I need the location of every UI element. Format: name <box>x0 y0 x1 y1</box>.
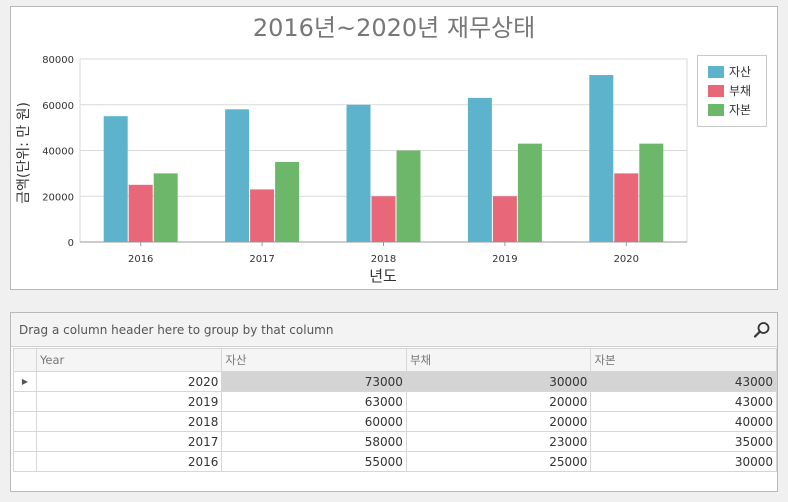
cell-debt[interactable]: 25000 <box>405 451 592 472</box>
legend-label-equity: 자본 <box>729 103 752 117</box>
cell-year[interactable]: 2018 <box>35 411 223 432</box>
cell-equity[interactable]: 43000 <box>590 371 777 392</box>
grid-table: Year 자산 부채 자본 ▶ 2020 73000 30000 43000 2… <box>13 348 777 472</box>
chart-legend: 자산 부채 자본 <box>697 55 767 127</box>
search-icon[interactable] <box>753 321 771 339</box>
row-indicator <box>13 391 37 412</box>
bar-부채-2017 <box>250 189 275 242</box>
bar-부채-2020 <box>614 173 639 242</box>
bar-자산-2018 <box>346 104 371 242</box>
row-indicator <box>13 451 37 472</box>
row-indicator-arrow-icon: ▶ <box>13 371 37 392</box>
y-tick-label: 0 <box>68 238 74 249</box>
x-tick-label: 2020 <box>614 254 639 265</box>
y-axis-label: 금액(단위: 만 원) <box>16 102 32 204</box>
bar-자산-2017 <box>225 109 250 242</box>
grid-header-row: Year 자산 부채 자본 <box>13 348 777 372</box>
table-row[interactable]: 2017 58000 23000 35000 <box>13 431 777 452</box>
group-panel[interactable]: Drag a column header here to group by th… <box>11 313 777 347</box>
cell-asset[interactable]: 63000 <box>221 391 407 412</box>
bar-부채-2016 <box>128 184 153 242</box>
bar-자본-2019 <box>517 143 542 242</box>
legend-item-debt: 부채 <box>708 81 766 100</box>
x-tick-label: 2019 <box>492 254 517 265</box>
x-tick-label: 2018 <box>371 254 396 265</box>
bar-chart: 2016년~2020년 재무상태 0 20000 40000 60000 80000 201… <box>16 14 688 285</box>
bar-자산-2019 <box>467 97 492 242</box>
cell-debt[interactable]: 20000 <box>405 391 592 412</box>
table-row[interactable]: ▶ 2020 73000 30000 43000 <box>13 371 777 392</box>
group-panel-hint: Drag a column header here to group by th… <box>19 323 334 337</box>
legend-label-asset: 자산 <box>729 65 752 79</box>
table-row[interactable]: 2018 60000 20000 40000 <box>13 411 777 432</box>
cell-asset[interactable]: 55000 <box>221 451 407 472</box>
bar-자산-2020 <box>589 75 614 242</box>
legend-item-asset: 자산 <box>708 62 766 81</box>
cell-debt[interactable]: 30000 <box>405 371 592 392</box>
bar-자본-2018 <box>396 150 421 242</box>
cell-debt[interactable]: 23000 <box>405 431 592 452</box>
chart-panel: 2016년~2020년 재무상태 0 20000 40000 60000 80000 201… <box>10 6 778 290</box>
bar-자본-2020 <box>639 143 664 242</box>
legend-item-equity: 자본 <box>708 100 766 119</box>
chart-title: 2016년~2020년 재무상태 <box>253 14 535 42</box>
x-tick-label: 2016 <box>128 254 153 265</box>
y-tick-label: 80000 <box>42 55 74 66</box>
cell-equity[interactable]: 30000 <box>590 451 777 472</box>
y-tick-label: 60000 <box>42 101 74 112</box>
column-header-equity[interactable]: 자본 <box>590 348 777 372</box>
legend-swatch-equity <box>708 103 724 116</box>
bar-자본-2017 <box>275 161 300 242</box>
table-row[interactable]: 2016 55000 25000 30000 <box>13 451 777 472</box>
bar-자산-2016 <box>103 116 128 242</box>
data-grid: Drag a column header here to group by th… <box>10 312 778 492</box>
row-indicator <box>13 431 37 452</box>
legend-label-debt: 부채 <box>729 84 752 98</box>
x-axis-label: 년도 <box>369 267 397 285</box>
bar-부채-2019 <box>492 196 517 242</box>
cell-asset[interactable]: 73000 <box>221 371 407 392</box>
cell-equity[interactable]: 40000 <box>590 411 777 432</box>
row-indicator-header <box>13 348 37 372</box>
column-header-debt[interactable]: 부채 <box>405 348 592 372</box>
column-header-year[interactable]: Year <box>35 348 223 372</box>
bar-부채-2018 <box>371 196 396 242</box>
y-tick-label: 40000 <box>42 147 74 158</box>
y-tick-label: 20000 <box>42 192 74 203</box>
cell-equity[interactable]: 43000 <box>590 391 777 412</box>
bar-자본-2016 <box>153 173 178 242</box>
table-row[interactable]: 2019 63000 20000 43000 <box>13 391 777 412</box>
cell-equity[interactable]: 35000 <box>590 431 777 452</box>
cell-asset[interactable]: 60000 <box>221 411 407 432</box>
cell-year[interactable]: 2019 <box>35 391 223 412</box>
cell-asset[interactable]: 58000 <box>221 431 407 452</box>
column-header-asset[interactable]: 자산 <box>221 348 407 372</box>
cell-year[interactable]: 2017 <box>35 431 223 452</box>
cell-year[interactable]: 2016 <box>35 451 223 472</box>
cell-year[interactable]: 2020 <box>35 371 223 392</box>
legend-swatch-asset <box>708 65 724 78</box>
x-tick-label: 2017 <box>249 254 274 265</box>
row-indicator <box>13 411 37 432</box>
cell-debt[interactable]: 20000 <box>405 411 592 432</box>
legend-swatch-debt <box>708 84 724 97</box>
